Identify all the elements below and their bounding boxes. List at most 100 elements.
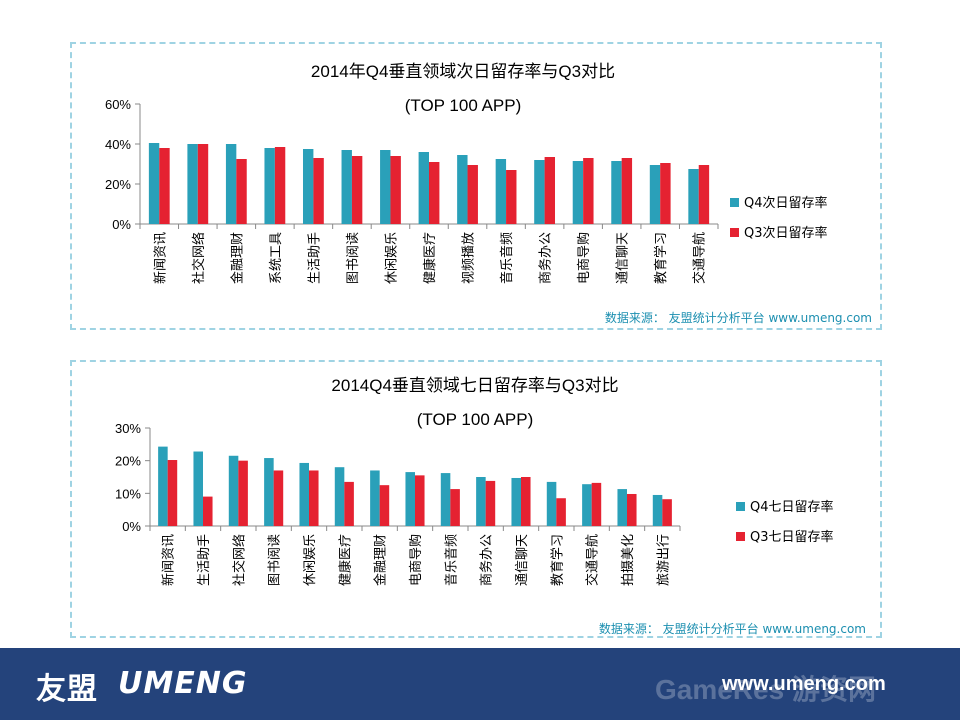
y-tick-label: 30%	[115, 421, 141, 436]
bar-q3	[467, 165, 478, 224]
bar-q3	[309, 470, 319, 526]
bar-q3	[506, 170, 517, 224]
bar-q4	[572, 161, 584, 224]
x-category-label: 通信聊天	[515, 534, 530, 586]
chart-subtitle: (TOP 100 APP)	[417, 410, 534, 429]
x-category-label: 新闻资讯	[152, 232, 168, 284]
bar-q4	[457, 155, 468, 224]
bar-q4	[370, 470, 380, 526]
bar-q3	[390, 156, 401, 224]
x-category-label: 图书阅读	[346, 232, 361, 284]
bar-q3	[583, 158, 594, 224]
bar-q3	[415, 475, 425, 526]
bar-q3	[450, 489, 460, 526]
x-category-label: 电商导购	[576, 232, 592, 284]
x-category-label: 商务办公	[479, 534, 495, 586]
y-tick-label: 20%	[105, 177, 131, 192]
bar-q3	[621, 158, 633, 224]
x-category-label: 生活助手	[307, 232, 322, 284]
x-category-label: 教育学习	[549, 534, 565, 586]
bar-q4	[341, 150, 352, 224]
bar-q4	[652, 494, 663, 526]
bar-q4	[334, 467, 345, 526]
x-category-label: 商务办公	[538, 232, 554, 284]
umeng-logo-en: UMENG	[118, 666, 248, 701]
bar-q4	[225, 144, 237, 224]
umeng-logo-cn: 友盟	[36, 672, 98, 707]
bar-q4	[511, 477, 521, 526]
bar-q3	[274, 147, 286, 224]
y-tick-label: 20%	[115, 454, 141, 469]
x-category-label: 休闲娱乐	[303, 534, 318, 586]
x-category-label: 电商导购	[408, 534, 424, 586]
y-tick-label: 10%	[115, 486, 141, 501]
bar-q3	[197, 144, 209, 224]
x-category-label: 健康医疗	[337, 534, 353, 586]
x-category-label: 新闻资讯	[161, 534, 177, 586]
legend-swatch	[736, 532, 745, 541]
bar-q4	[611, 161, 622, 224]
bar-q4	[440, 473, 451, 526]
chart-panel-seven-day	[70, 360, 882, 638]
x-category-label: 视频播放	[462, 232, 477, 284]
bar-q3	[313, 158, 324, 224]
bar-q3	[236, 159, 247, 224]
y-tick-label: 0%	[122, 519, 141, 534]
x-category-label: 系统工具	[269, 232, 284, 284]
legend-label: Q3次日留存率	[744, 225, 828, 241]
bar-q3	[351, 156, 363, 224]
y-tick-label: 0%	[112, 217, 131, 232]
legend-label: Q4七日留存率	[750, 499, 834, 515]
footer-url[interactable]: www.umeng.com	[722, 673, 886, 695]
bar-q4	[688, 169, 699, 224]
next-day-retention-chart: 2014年Q4垂直领域次日留存率与Q3对比 (TOP 100 APP) 0% 20% 4…	[105, 62, 872, 325]
x-category-label: 教育学习	[653, 232, 669, 284]
bar-q4	[193, 451, 203, 526]
bar-q3	[167, 460, 178, 526]
x-category-label: 交通导航	[692, 232, 708, 284]
bar-q4	[476, 477, 486, 526]
x-category-label: 音乐音频	[499, 232, 515, 284]
chart-subtitle: (TOP 100 APP)	[405, 96, 522, 115]
bar-q3	[544, 157, 556, 224]
bar-q4	[380, 150, 391, 224]
bar-q3	[203, 496, 213, 526]
bar-q4	[148, 143, 160, 224]
legend-label: Q3七日留存率	[750, 529, 834, 545]
bar-q3	[660, 163, 671, 224]
x-category-label: 音乐音频	[443, 534, 459, 586]
x-category-label: 社交网络	[191, 232, 207, 284]
x-category-label: 拍摄美化	[621, 534, 636, 586]
bar-q4	[582, 484, 592, 526]
bar-q3	[698, 165, 710, 224]
bar-q3	[429, 162, 440, 224]
x-category-label: 通信聊天	[616, 232, 631, 284]
gameres-watermark: GameRes 游资网	[655, 674, 876, 705]
seven-day-retention-chart: 2014Q4垂直领域七日留存率与Q3对比 (TOP 100 APP) 0% 10% 20…	[115, 376, 866, 636]
bar-q3	[556, 498, 566, 526]
legend-swatch	[730, 198, 739, 207]
bar-q4	[546, 481, 557, 526]
x-category-label: 金融理财	[229, 232, 245, 284]
y-tick-label: 60%	[105, 97, 131, 112]
legend-swatch	[730, 228, 739, 237]
bar-q3	[662, 499, 672, 526]
x-category-label: 金融理财	[373, 534, 389, 586]
x-category-label: 健康医疗	[422, 232, 438, 284]
bar-q3	[159, 148, 170, 224]
x-category-label: 图书阅读	[268, 534, 283, 586]
bar-q4	[302, 149, 314, 224]
bar-q3	[273, 470, 284, 526]
x-category-label: 交通导航	[585, 534, 601, 586]
bar-q4	[617, 489, 627, 526]
x-category-label: 生活助手	[197, 534, 212, 586]
bar-q4	[228, 455, 239, 526]
x-category-label: 休闲娱乐	[384, 232, 399, 284]
x-category-label: 旅游出行	[656, 534, 671, 586]
bar-q3	[344, 481, 354, 526]
bar-q4	[264, 458, 274, 526]
bar-q4	[264, 148, 275, 224]
chart-title: 2014Q4垂直领域七日留存率与Q3对比	[331, 376, 618, 395]
chart-title: 2014年Q4垂直领域次日留存率与Q3对比	[311, 62, 615, 81]
legend-swatch	[736, 502, 745, 511]
